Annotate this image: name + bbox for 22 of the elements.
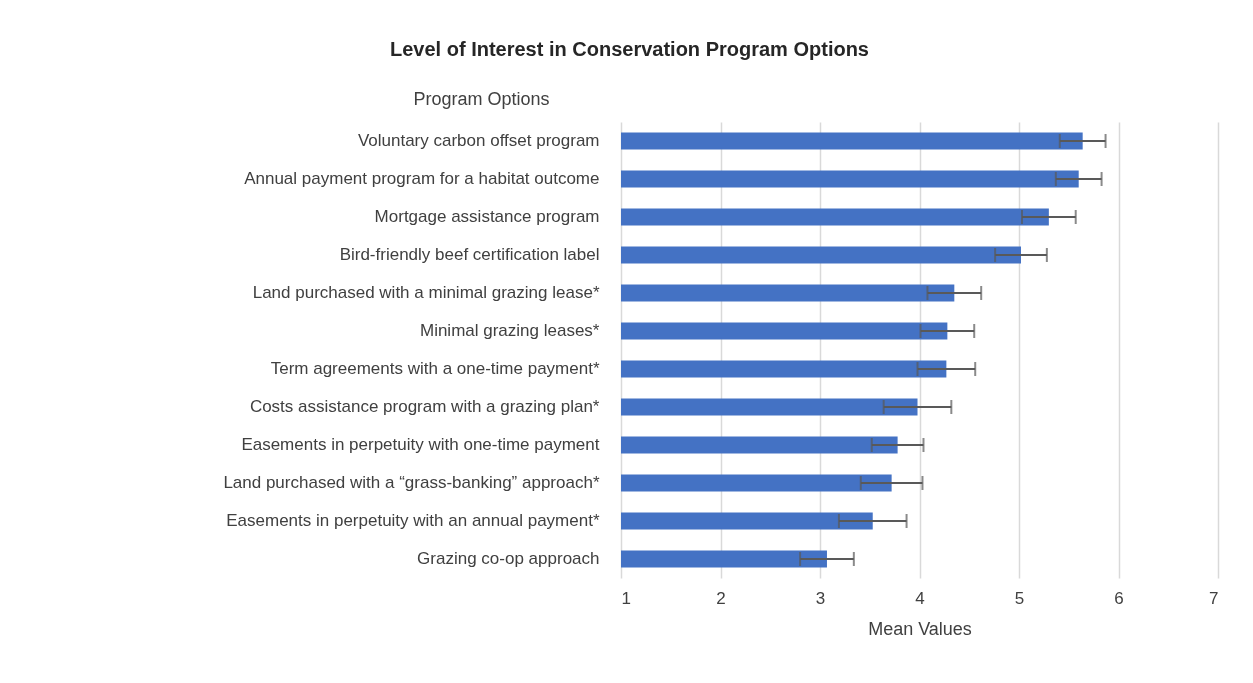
x-tick-label: 6 xyxy=(1114,588,1124,608)
y-tick-label: Voluntary carbon offset program xyxy=(357,131,600,150)
y-tick-label: Grazing co-op approach xyxy=(417,549,600,568)
y-tick-label: Easements in perpetuity with an annual payment* xyxy=(226,511,600,530)
x-axis-title: Mean Values xyxy=(868,618,972,639)
y-tick-label: Costs assistance program with a grazing plan* xyxy=(249,397,600,416)
x-tick-label: 5 xyxy=(1014,588,1025,608)
y-tick-label: Land purchased with a “grass-banking” approach* xyxy=(223,473,600,492)
x-tick-label: 1 xyxy=(621,588,631,608)
y-axis-title: Program Options xyxy=(413,88,550,109)
x-tick-label: 4 xyxy=(915,588,925,608)
y-tick-label: Bird-friendly beef certification label xyxy=(339,245,600,264)
y-tick-label: Mortgage assistance program xyxy=(374,207,600,226)
y-tick-label: Annual payment program for a habitat outcome xyxy=(244,169,600,188)
y-tick-label: Minimal grazing leases* xyxy=(419,321,600,340)
y-tick-label: Land purchased with a minimal grazing lease* xyxy=(252,283,600,302)
x-tick-label: 3 xyxy=(815,588,826,608)
x-tick-label: 2 xyxy=(716,588,726,608)
x-tick-label: 7 xyxy=(1209,588,1219,608)
y-tick-label: Easements in perpetuity with one-time payment xyxy=(241,435,600,454)
chart-title: Level of Interest in Conservation Program Options xyxy=(390,38,869,60)
y-tick-label: Term agreements with a one-time payment* xyxy=(270,359,600,378)
